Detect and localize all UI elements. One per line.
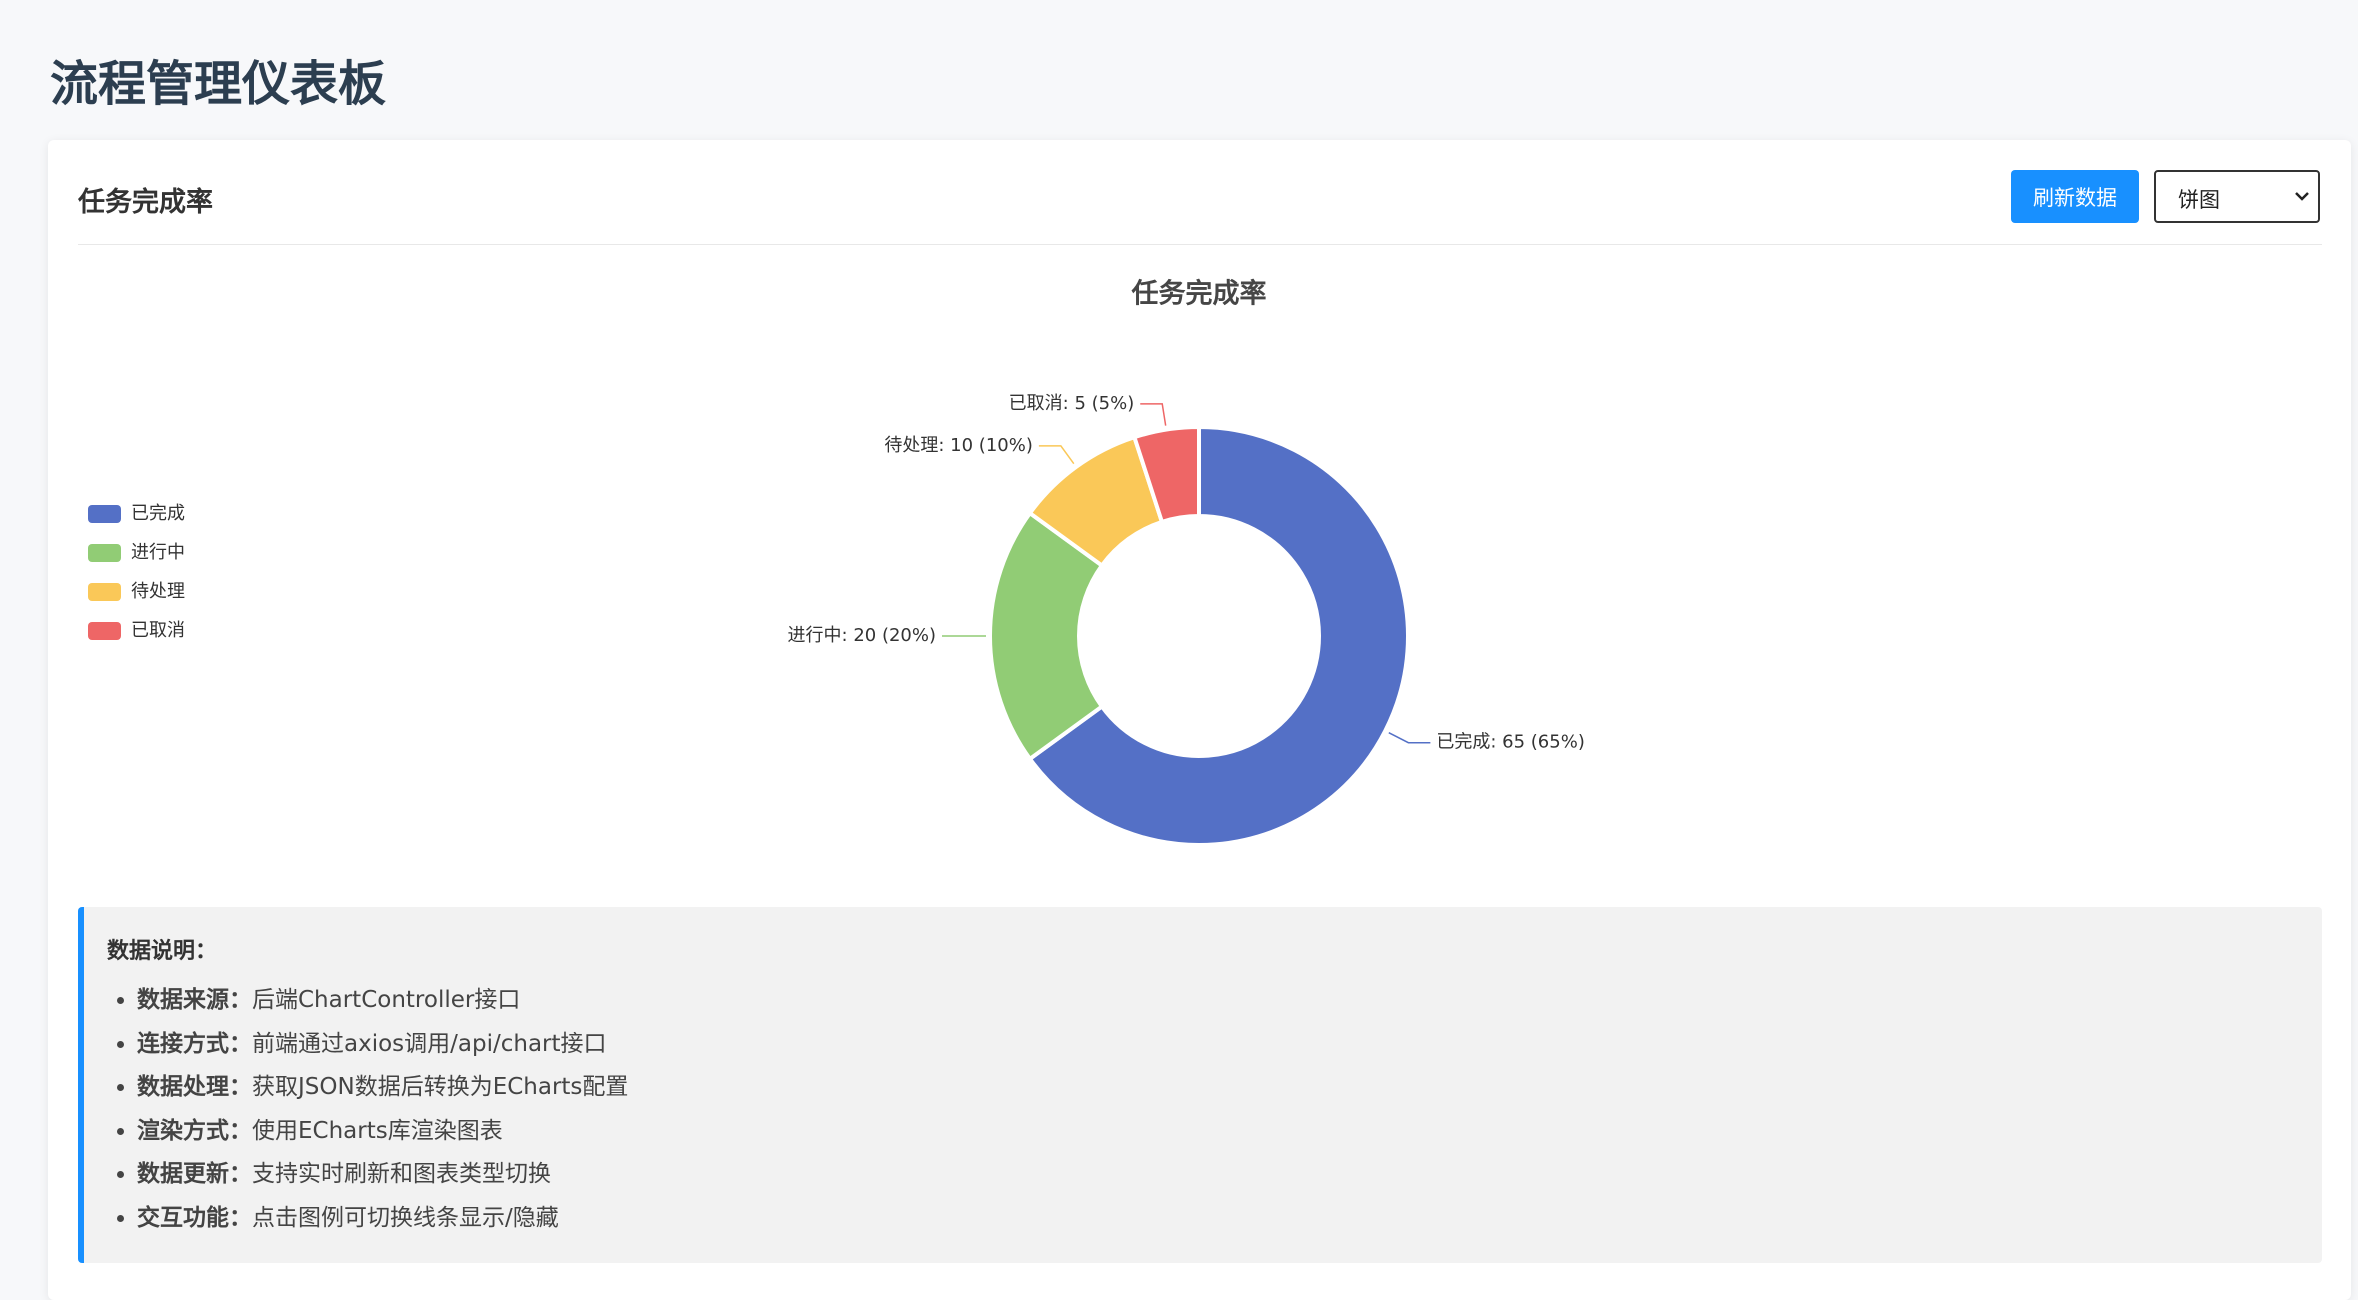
note-text: 点击图例可切换线条显示/隐藏 <box>252 1204 559 1231</box>
note-item: 数据来源：后端ChartController接口 <box>137 979 628 1023</box>
chart-type-select[interactable]: 饼图 <box>2154 170 2320 223</box>
note-label: 交互功能： <box>137 1204 252 1231</box>
select-value: 饼图 <box>2178 188 2220 212</box>
note-text: 支持实时刷新和图表类型切换 <box>252 1161 551 1188</box>
note-label: 渲染方式： <box>137 1117 252 1144</box>
chart-title: 任务完成率 <box>1131 278 1267 310</box>
legend-swatch <box>88 505 121 523</box>
chart-card: 任务完成率 刷新数据 饼图 任务完成率 已完成进行中待处理已取消已完成: 65 … <box>48 140 2351 1300</box>
divider <box>78 244 2322 245</box>
note-label: 数据来源： <box>137 987 252 1013</box>
donut-slice <box>1027 425 1410 847</box>
note-label: 数据处理： <box>137 1074 252 1101</box>
note-item: 渲染方式：使用ECharts库渲染图表 <box>137 1110 628 1154</box>
legend-swatch <box>88 544 121 562</box>
note-text: 获取JSON数据后转换为ECharts配置 <box>252 1074 629 1101</box>
note-item: 连接方式：前端通过axios调用/api/chart接口 <box>137 1023 628 1067</box>
notes-box: 数据说明： 数据来源：后端ChartController接口连接方式：前端通过a… <box>78 907 2322 1263</box>
data-label: 待处理: 10 (10%) <box>884 435 1032 456</box>
select-arrow <box>2295 192 2309 201</box>
notes-list: 数据来源：后端ChartController接口连接方式：前端通过axios调用… <box>84 979 628 1241</box>
label-line <box>1388 732 1431 744</box>
data-label: 已取消: 5 (5%) <box>1009 393 1135 414</box>
note-item: 数据更新：支持实时刷新和图表类型切换 <box>137 1153 628 1197</box>
label-line <box>1140 403 1167 426</box>
legend-label: 待处理 <box>131 581 185 602</box>
legend-swatch <box>88 583 121 601</box>
note-item: 交互功能：点击图例可切换线条显示/隐藏 <box>137 1197 628 1241</box>
legend-label: 进行中 <box>131 542 185 563</box>
card-title: 任务完成率 <box>78 187 213 218</box>
donut-slice <box>988 511 1104 761</box>
label-line <box>1038 445 1075 465</box>
legend-swatch <box>88 622 121 640</box>
refresh-button[interactable]: 刷新数据 <box>2011 170 2139 223</box>
legend-label: 已取消 <box>131 620 185 641</box>
note-label: 连接方式： <box>137 1030 252 1057</box>
page-title: 流程管理仪表板 <box>50 56 387 112</box>
donut-slice <box>1132 425 1201 524</box>
notes-title: 数据说明： <box>107 939 218 964</box>
note-text: 使用ECharts库渲染图表 <box>252 1117 503 1144</box>
legend-label: 已完成 <box>131 503 185 524</box>
data-label: 已完成: 65 (65%) <box>1436 732 1584 753</box>
note-item: 数据处理：获取JSON数据后转换为ECharts配置 <box>137 1066 628 1110</box>
note-text: 后端ChartController接口 <box>252 987 521 1013</box>
note-text: 前端通过axios调用/api/chart接口 <box>252 1030 607 1057</box>
note-label: 数据更新： <box>137 1161 252 1188</box>
data-label: 进行中: 20 (20%) <box>788 625 936 646</box>
